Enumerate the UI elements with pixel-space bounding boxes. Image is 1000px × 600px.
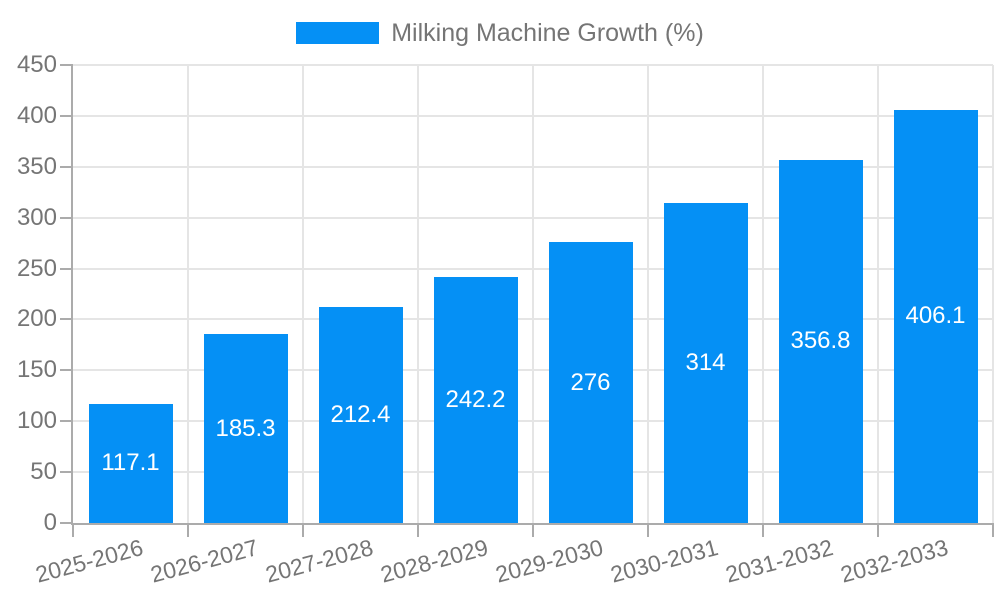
bar[interactable] [433, 276, 518, 523]
x-tick-mark [72, 523, 74, 537]
x-tick-mark [762, 523, 764, 537]
y-tick-label: 150 [16, 356, 57, 384]
y-tick-label: 400 [16, 101, 57, 129]
gridline-vertical [417, 65, 419, 523]
legend-label[interactable]: Milking Machine Growth (%) [391, 19, 704, 47]
y-tick-mark [60, 318, 73, 321]
bar-value-label: 242.2 [445, 385, 506, 413]
bar[interactable] [203, 334, 288, 523]
y-tick-label: 350 [16, 152, 57, 180]
bar-value-label: 117.1 [101, 449, 160, 477]
bar[interactable] [663, 203, 748, 523]
x-tick-mark [417, 523, 419, 537]
bar-value-label: 314 [685, 349, 726, 377]
y-axis-line [71, 65, 73, 525]
bar-value-label: 356.8 [790, 327, 851, 355]
gridline-vertical [647, 65, 649, 523]
bar-value-label: 406.1 [905, 302, 966, 330]
plot-area: 117.1 185.3 212.4 242.2 276 314 356.8 406.1 [73, 64, 994, 523]
x-tick-mark [302, 523, 304, 537]
gridline-vertical [992, 65, 994, 523]
y-tick-mark [60, 369, 73, 372]
bar-value-label: 212.4 [330, 400, 391, 428]
y-tick-label: 100 [16, 407, 57, 435]
x-tick-mark [992, 523, 994, 537]
legend-swatch[interactable] [296, 22, 380, 44]
gridline-vertical [302, 65, 304, 523]
bar[interactable] [548, 242, 633, 523]
bar[interactable] [778, 159, 863, 523]
y-tick-label: 200 [16, 305, 57, 333]
y-tick-label: 250 [16, 254, 57, 282]
y-tick-mark [60, 64, 73, 66]
y-tick-label: 300 [16, 203, 57, 231]
gridline-vertical [187, 65, 189, 523]
x-tick-mark [187, 523, 189, 537]
y-tick-mark [60, 522, 73, 524]
y-tick-label: 0 [43, 509, 57, 536]
y-tick-label: 450 [16, 51, 57, 78]
legend: Milking Machine Growth (%) [0, 19, 1000, 47]
x-tick-mark [647, 523, 649, 537]
gridline-vertical [762, 65, 764, 523]
bar[interactable] [893, 109, 978, 523]
bar-value-label: 185.3 [215, 414, 276, 442]
y-tick-mark [60, 267, 73, 270]
x-tick-mark [532, 523, 534, 537]
bar[interactable] [88, 403, 173, 523]
x-tick-mark [877, 523, 879, 537]
y-tick-mark [60, 165, 73, 168]
y-tick-mark [60, 471, 73, 474]
y-tick-mark [60, 420, 73, 423]
y-tick-label: 50 [30, 458, 57, 486]
gridline-vertical [877, 65, 879, 523]
bar[interactable] [318, 306, 403, 523]
bar-value-label: 276 [570, 368, 611, 396]
y-tick-mark [60, 216, 73, 219]
gridline-vertical [532, 65, 534, 523]
y-tick-mark [60, 114, 73, 117]
